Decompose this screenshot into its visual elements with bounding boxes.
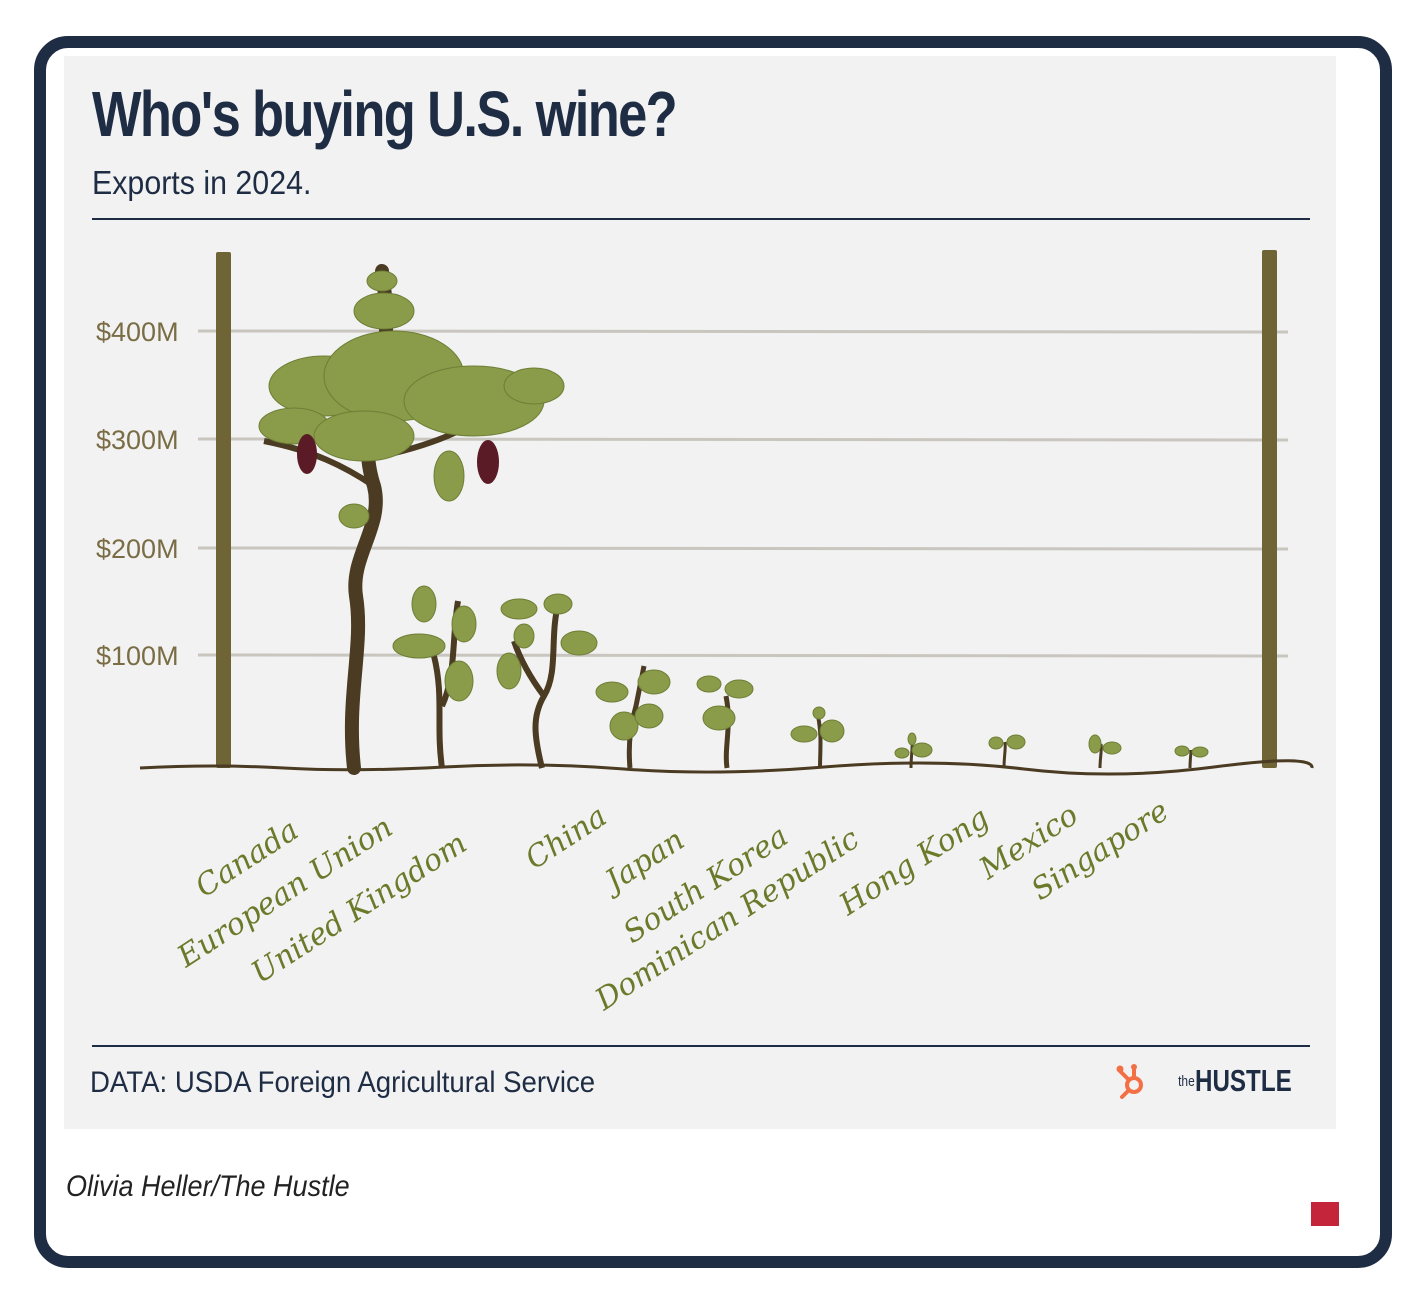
hubspot-sprocket-icon [1116, 1064, 1143, 1099]
header-divider [92, 218, 1310, 220]
image-credit: Olivia Heller/The Hustle [66, 1170, 350, 1203]
y-axis: $400M $300M $200M $100M [96, 317, 179, 671]
vine-canada [258, 264, 565, 775]
vine-hong-kong [988, 734, 1026, 769]
ytick-400: $400M [96, 317, 179, 347]
ytick-200: $200M [96, 534, 179, 564]
brand-logo: the HUSTLE [1114, 1061, 1319, 1101]
left-post [216, 252, 231, 768]
label-hong-kong: Hong Kong [832, 801, 995, 924]
chart-title: Who's buying U.S. wine? [92, 78, 678, 150]
infographic-card: Who's buying U.S. wine? Exports in 2024.… [64, 56, 1336, 1129]
data-source: DATA: USDA Foreign Agricultural Service [90, 1066, 596, 1099]
vine-china [595, 665, 671, 769]
chart-subtitle: Exports in 2024. [92, 164, 312, 201]
logo-hustle: HUSTLE [1194, 1063, 1292, 1098]
vine-european-union [392, 585, 477, 769]
right-post [1262, 250, 1277, 768]
accent-square [1311, 1202, 1339, 1226]
footer-divider [92, 1045, 1310, 1047]
vine-south-korea [790, 706, 845, 769]
vine-united-kingdom [496, 593, 598, 769]
vine-singapore [1174, 745, 1209, 769]
vine-dominican-republic [894, 732, 933, 769]
vine-mexico [1088, 734, 1122, 769]
ytick-100: $100M [96, 641, 179, 671]
label-china: China [519, 799, 613, 877]
vine-chart: $400M $300M $200M $100M [96, 250, 1314, 1018]
ytick-300: $300M [96, 425, 179, 455]
logo-the: the [1178, 1072, 1195, 1090]
x-axis-labels: Canada European Union United Kingdom Chi… [170, 793, 1175, 1018]
ground-line [139, 759, 1314, 776]
vine-japan [696, 675, 754, 769]
